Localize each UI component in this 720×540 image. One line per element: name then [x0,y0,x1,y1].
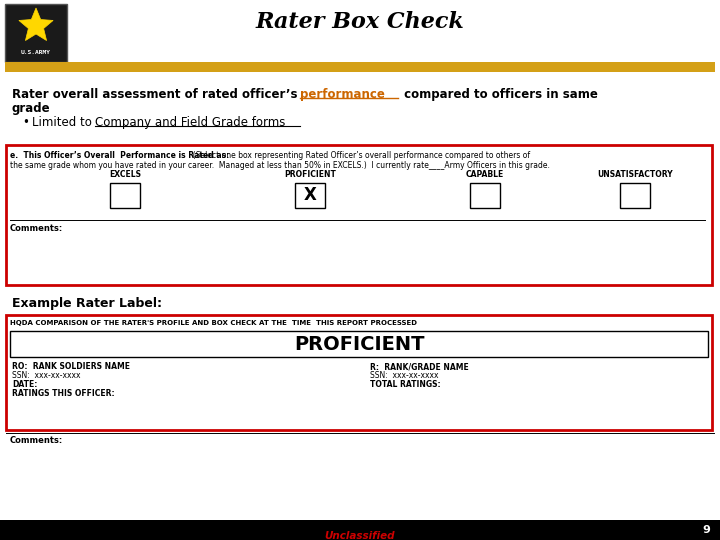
Text: X: X [304,186,316,205]
Text: Rater overall assessment of rated officer’s: Rater overall assessment of rated office… [12,88,302,101]
Text: Limited to: Limited to [32,116,96,129]
Bar [620,183,650,208]
Text: compared to officers in same: compared to officers in same [400,88,598,101]
Bar [6,315,712,430]
Text: RO:  RANK SOLDIERS NAME: RO: RANK SOLDIERS NAME [12,362,130,371]
Text: CAPABLE: CAPABLE [466,170,504,179]
Text: (Select one box representing Rated Officer’s overall performance compared to oth: (Select one box representing Rated Offic… [188,151,530,160]
Text: Comments:: Comments: [10,224,63,233]
Text: UNSATISFACTORY: UNSATISFACTORY [597,170,672,179]
Text: performance: performance [300,88,385,101]
Text: Unclassified: Unclassified [325,531,395,540]
Text: Example Rater Label:: Example Rater Label: [12,297,162,310]
Text: EXCELS: EXCELS [109,170,141,179]
Text: HQDA COMPARISON OF THE RATER'S PROFILE AND BOX CHECK AT THE  TIME  THIS REPORT P: HQDA COMPARISON OF THE RATER'S PROFILE A… [10,320,417,326]
Bar [470,183,500,208]
Bar [295,183,325,208]
Text: R:  RANK/GRADE NAME: R: RANK/GRADE NAME [370,362,469,371]
Text: U.S.ARMY: U.S.ARMY [21,50,51,55]
Text: 9: 9 [702,525,710,535]
Polygon shape [19,8,53,40]
Bar [5,62,715,72]
Text: SSN:  xxx-xx-xxxx: SSN: xxx-xx-xxxx [12,371,81,380]
Text: Rater Box Check: Rater Box Check [256,11,464,33]
Text: PROFICIENT: PROFICIENT [284,170,336,179]
Text: PROFICIENT: PROFICIENT [294,334,426,354]
Text: •: • [22,116,29,129]
Text: e.  This Officer’s Overall  Performance is Rated as:: e. This Officer’s Overall Performance is… [10,151,229,160]
Text: Comments:: Comments: [10,436,63,445]
Text: grade: grade [12,102,50,115]
Text: Company and Field Grade forms: Company and Field Grade forms [95,116,285,129]
Text: SSN:  xxx-xx-xxxx: SSN: xxx-xx-xxxx [370,371,438,380]
Bar [6,145,712,285]
Bar [110,183,140,208]
Text: DATE:: DATE: [12,380,37,389]
Bar [10,331,708,357]
Text: RATINGS THIS OFFICER:: RATINGS THIS OFFICER: [12,389,114,398]
Text: the same grade whom you have rated in your career.  Managed at less than 50% in : the same grade whom you have rated in yo… [10,161,550,170]
Bar [0,520,720,540]
Text: TOTAL RATINGS:: TOTAL RATINGS: [370,380,441,389]
Bar [5,4,67,62]
